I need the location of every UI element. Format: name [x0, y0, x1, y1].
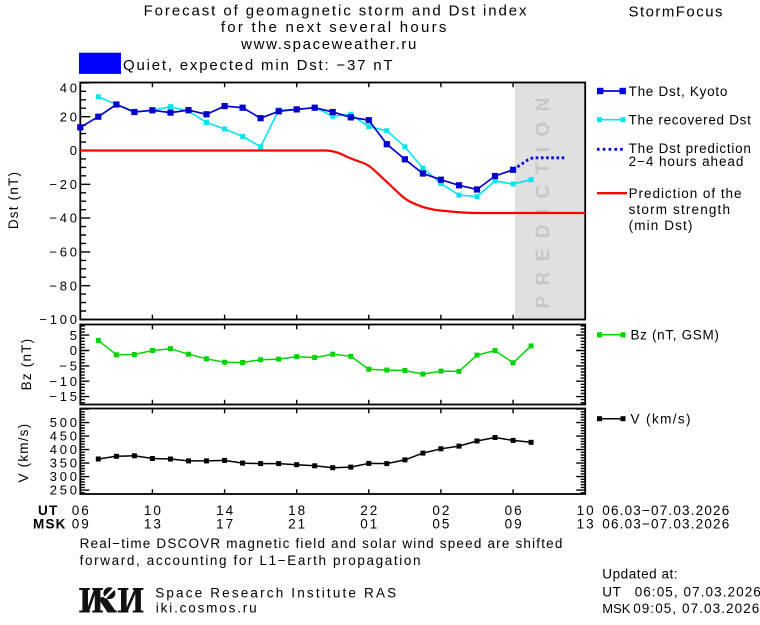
svg-text:300: 300: [50, 469, 80, 484]
svg-text:Bz (nT, GSM): Bz (nT, GSM): [631, 327, 720, 342]
svg-text:UT: UT: [602, 585, 621, 600]
svg-text:350: 350: [50, 456, 80, 471]
svg-text:06.03−07.03.2026: 06.03−07.03.2026: [602, 503, 730, 518]
svg-text:10: 10: [144, 503, 163, 518]
svg-text:06: 06: [505, 503, 524, 518]
svg-text:09: 09: [72, 516, 91, 531]
svg-text:−5: −5: [59, 359, 79, 374]
svg-text:−80: −80: [49, 278, 79, 293]
svg-text:−15: −15: [49, 389, 79, 404]
svg-text:Prediction of the: Prediction of the: [629, 186, 743, 201]
svg-text:The Dst prediction: The Dst prediction: [629, 141, 752, 156]
svg-text:−10: −10: [49, 374, 79, 389]
svg-text:PREDICTION: PREDICTION: [533, 87, 554, 308]
svg-text:for the next several hours: for the next several hours: [221, 19, 449, 36]
svg-text:0: 0: [70, 343, 80, 358]
svg-text:−40: −40: [49, 211, 79, 226]
svg-text:Quiet, expected min Dst: −37 n: Quiet, expected min Dst: −37 nT: [123, 57, 394, 74]
svg-text:−20: −20: [49, 177, 79, 192]
svg-text:250: 250: [50, 483, 80, 498]
svg-text:The Dst, Kyoto: The Dst, Kyoto: [629, 84, 729, 99]
svg-text:forward, accounting for L1−Ear: forward, accounting for L1−Earth propaga…: [80, 553, 423, 568]
svg-text:40: 40: [60, 81, 80, 96]
svg-text:02: 02: [432, 503, 451, 518]
svg-text:01: 01: [360, 516, 379, 531]
svg-text:(min Dst): (min Dst): [629, 218, 694, 233]
svg-text:storm strength: storm strength: [629, 202, 732, 217]
svg-text:20: 20: [60, 109, 80, 124]
svg-text:10: 10: [577, 503, 596, 518]
svg-text:−100: −100: [39, 312, 79, 327]
svg-text:MSK: MSK: [33, 516, 67, 531]
svg-text:V (km/s): V (km/s): [631, 411, 692, 426]
svg-text:0: 0: [70, 143, 80, 158]
svg-text:−60: −60: [49, 245, 79, 260]
svg-text:06:05, 07.03.2026: 06:05, 07.03.2026: [635, 585, 760, 600]
svg-text:Real−time DSCOVR magnetic fiel: Real−time DSCOVR magnetic field and sola…: [80, 536, 564, 551]
svg-text:Forecast of geomagnetic storm: Forecast of geomagnetic storm and Dst in…: [144, 3, 529, 20]
svg-text:iki.cosmos.ru: iki.cosmos.ru: [156, 600, 259, 615]
svg-text:UT: UT: [38, 503, 58, 518]
svg-text:18: 18: [288, 503, 307, 518]
svg-text:09: 09: [505, 516, 524, 531]
svg-text:The recovered Dst: The recovered Dst: [629, 112, 752, 127]
svg-text:Bz (nT): Bz (nT): [19, 338, 34, 391]
svg-text:Updated at:: Updated at:: [602, 567, 678, 582]
svg-text:5: 5: [70, 328, 80, 343]
svg-text:14: 14: [216, 503, 235, 518]
svg-text:22: 22: [360, 503, 379, 518]
svg-text:17: 17: [216, 516, 235, 531]
svg-text:MSK: MSK: [602, 601, 631, 616]
svg-text:450: 450: [50, 429, 80, 444]
svg-text:13: 13: [144, 516, 163, 531]
svg-text:400: 400: [50, 442, 80, 457]
svg-text:Space Research Institute RAS: Space Research Institute RAS: [155, 585, 398, 600]
svg-text:06.03−07.03.2026: 06.03−07.03.2026: [602, 516, 730, 531]
svg-text:StormFocus: StormFocus: [629, 3, 724, 20]
svg-text:06: 06: [72, 503, 91, 518]
svg-text:V (km/s): V (km/s): [16, 423, 31, 483]
svg-text:21: 21: [288, 516, 307, 531]
svg-text:13: 13: [577, 516, 596, 531]
svg-text:05: 05: [432, 516, 451, 531]
svg-text:500: 500: [50, 415, 80, 430]
svg-text:2−4 hours ahead: 2−4 hours ahead: [629, 154, 745, 169]
svg-text:09:05, 07.03.2026: 09:05, 07.03.2026: [633, 601, 760, 616]
svg-text:Dst (nT): Dst (nT): [6, 171, 21, 229]
svg-text:www.spaceweather.ru: www.spaceweather.ru: [240, 36, 418, 53]
